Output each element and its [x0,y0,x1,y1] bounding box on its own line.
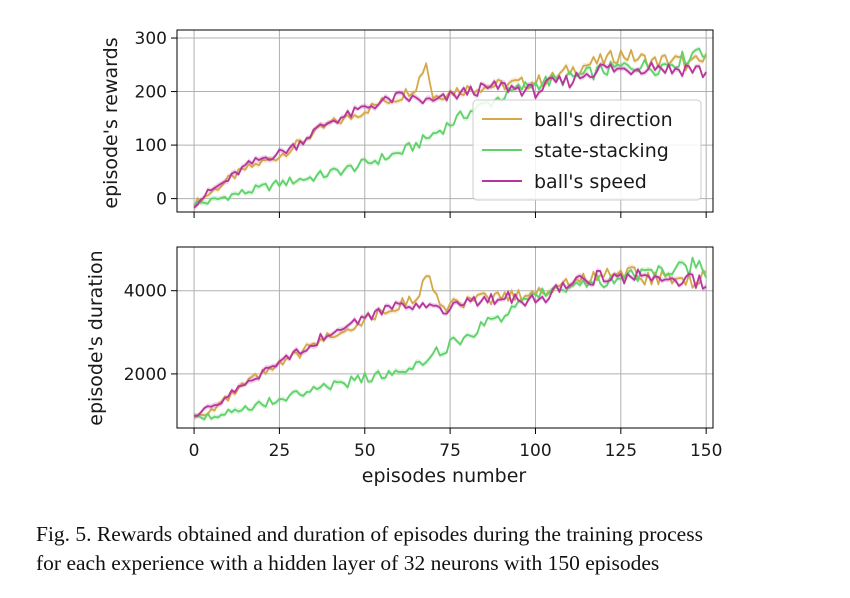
rewards-axes-frame [176,29,714,213]
rewards-band-balls-speed [194,59,707,211]
legend-label-state-stacking: state-stacking [534,140,669,162]
duration-xtick-label-100: 100 [519,441,551,461]
duration-y-axis-label: episode's duration [85,250,107,425]
rewards-band-state-stacking [194,46,707,210]
figure-caption: Fig. 5. Rewards obtained and duration of… [36,520,846,578]
caption-line-2: for each experience with a hidden layer … [36,551,660,575]
duration-line-state-stacking [193,256,708,421]
duration-ytick-label-2000: 2000 [124,365,167,385]
duration-line-balls-speed [194,268,707,417]
rewards-plot: 0 100 200 300 [135,29,714,218]
legend: ball's direction state-stacking ball's s… [472,99,702,201]
rewards-ytick-label-0: 0 [156,190,167,210]
duration-xtick-label-150: 150 [690,441,722,461]
duration-xtick-label-125: 125 [605,441,637,461]
figure-canvas: 0 100 200 300 2000 4000 0 25 50 75 100 125 150 epis… [85,29,722,487]
rewards-ytick-label-200: 200 [135,83,167,103]
caption-line-1: Fig. 5. Rewards obtained and duration of… [36,522,703,546]
duration-plot: 2000 4000 0 25 50 75 100 125 150 [124,246,722,461]
duration-xtick-label-0: 0 [189,441,200,461]
rewards-ytick-label-100: 100 [135,136,167,156]
rewards-line-balls-speed [193,61,707,209]
duration-xtick-label-25: 25 [269,441,291,461]
x-axis-label: episodes number [362,465,527,487]
duration-ytick-label-4000: 4000 [124,282,167,302]
rewards-y-axis-label: episode's rewards [100,37,122,208]
rewards-ytick-label-300: 300 [135,29,167,49]
duration-xtick-label-75: 75 [439,441,461,461]
legend-label-balls-speed: ball's speed [534,171,647,193]
legend-frame [472,99,702,201]
duration-xtick-label-50: 50 [354,441,376,461]
duration-axes-frame [176,246,714,429]
rewards-line-balls-direction [193,49,708,209]
legend-label-balls-direction: ball's direction [534,109,673,131]
rewards-line-state-stacking [193,47,707,208]
